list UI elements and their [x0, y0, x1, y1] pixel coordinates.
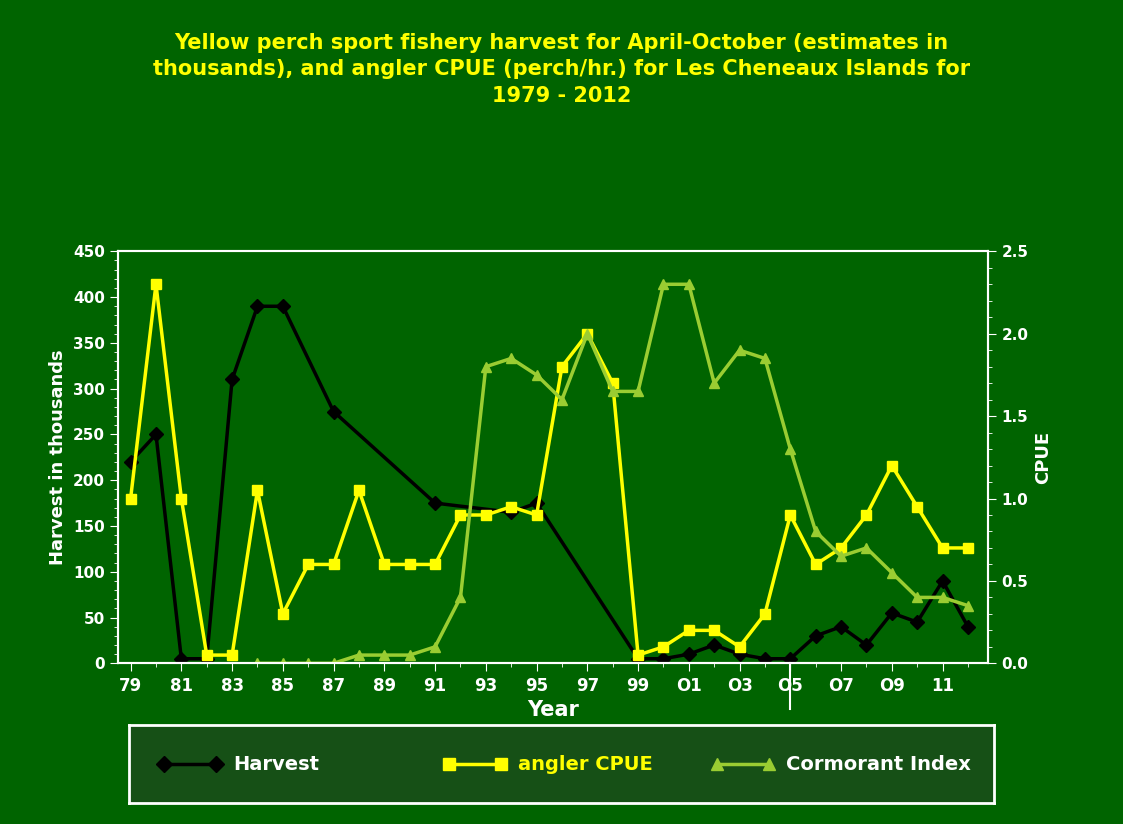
Text: Cormorant Index: Cormorant Index	[786, 755, 971, 774]
Text: Harvest: Harvest	[232, 755, 319, 774]
Text: Yellow perch sport fishery harvest for April-October (estimates in
thousands), a: Yellow perch sport fishery harvest for A…	[153, 33, 970, 105]
Text: angler CPUE: angler CPUE	[518, 755, 652, 774]
Y-axis label: Harvest in thousands: Harvest in thousands	[49, 349, 67, 565]
Y-axis label: CPUE: CPUE	[1034, 431, 1052, 484]
X-axis label: Year: Year	[527, 700, 579, 720]
